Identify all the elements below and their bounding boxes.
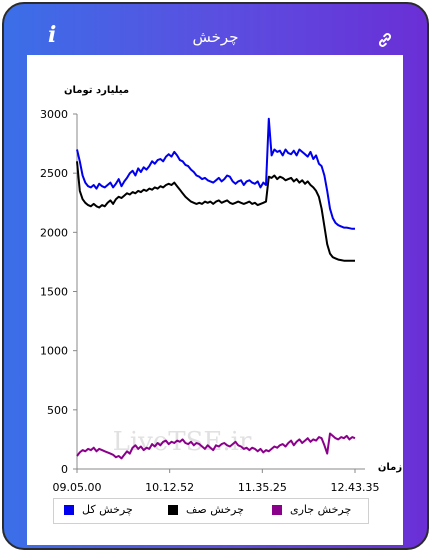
series-line-zero (76, 161, 355, 262)
legend-item-zero[interactable]: چرخش صف (168, 503, 244, 516)
series-line-total (76, 117, 355, 230)
x-axis-label: زمان (378, 462, 402, 473)
link-icon[interactable] (377, 32, 393, 48)
y-tick-label: 0 (61, 463, 68, 476)
series-line-current (76, 432, 356, 460)
page-title: چرخش (192, 28, 239, 46)
axes-group: 0 500 1000 1500 2000 2500 3000 09.05.00 10.12.52… (40, 108, 379, 494)
legend-item-total[interactable]: چرخش کل (64, 503, 133, 516)
chart-legend: چرخش کل چرخش صف چرخش جاری (53, 498, 369, 524)
x-tick-label: 11.35.25 (238, 481, 287, 494)
y-axis-label: میلیارد تومان (64, 85, 129, 96)
legend-label-total: چرخش کل (82, 503, 133, 516)
y-tick-label: 1000 (40, 345, 68, 358)
info-icon[interactable]: i (48, 22, 57, 48)
y-tick-label: 3000 (40, 108, 68, 121)
series-group (76, 117, 356, 460)
watermark: LiveTSE.ir (113, 427, 252, 457)
x-tick-label: 09.05.00 (53, 481, 102, 494)
y-tick-label: 2000 (40, 226, 68, 239)
y-tick-label: 500 (47, 404, 68, 417)
legend-label-current: چرخش جاری (290, 503, 352, 516)
legend-swatch-current (272, 504, 282, 515)
legend-item-current[interactable]: چرخش جاری (272, 503, 351, 516)
legend-label-zero: چرخش صف (186, 503, 244, 516)
y-tick-label: 1500 (40, 286, 68, 299)
legend-swatch-total (64, 504, 74, 515)
x-tick-label: 10.12.52 (145, 481, 194, 494)
x-tick-label: 12.43.35 (331, 481, 380, 494)
header-bar: i چرخش (4, 4, 427, 56)
chart-panel (27, 55, 403, 545)
y-tick-label: 2500 (40, 167, 68, 180)
legend-swatch-zero (168, 504, 178, 515)
